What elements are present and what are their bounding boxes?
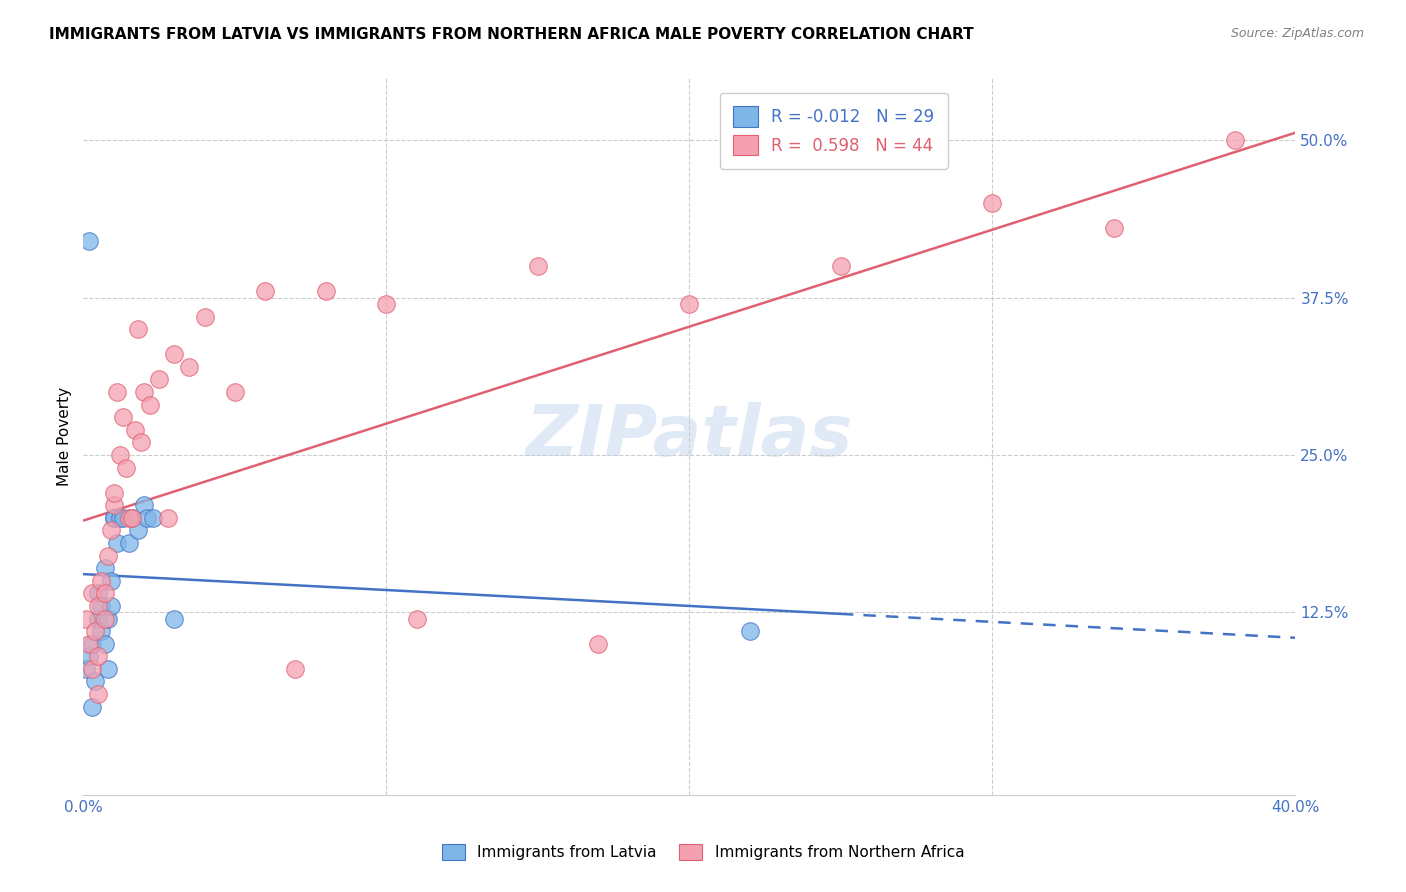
Point xyxy=(121,511,143,525)
Point xyxy=(87,586,110,600)
Point xyxy=(87,599,110,613)
Point xyxy=(284,662,307,676)
Point xyxy=(111,410,134,425)
Point xyxy=(96,549,118,563)
Point xyxy=(82,662,104,676)
Point xyxy=(103,511,125,525)
Point xyxy=(1223,133,1246,147)
Point xyxy=(121,511,143,525)
Point xyxy=(678,297,700,311)
Text: ZIPatlas: ZIPatlas xyxy=(526,401,853,471)
Point xyxy=(93,561,115,575)
Point xyxy=(79,234,101,248)
Point xyxy=(93,637,115,651)
Point xyxy=(105,384,128,399)
Point xyxy=(82,699,104,714)
Point xyxy=(224,384,246,399)
Y-axis label: Male Poverty: Male Poverty xyxy=(58,386,72,485)
Point xyxy=(84,624,107,639)
Point xyxy=(103,498,125,512)
Point xyxy=(75,662,97,676)
Point xyxy=(830,259,852,273)
Point xyxy=(163,611,186,625)
Point xyxy=(127,322,149,336)
Point xyxy=(148,372,170,386)
Point xyxy=(82,586,104,600)
Point xyxy=(193,310,215,324)
Point xyxy=(114,460,136,475)
Point xyxy=(93,611,115,625)
Point xyxy=(93,586,115,600)
Point xyxy=(96,662,118,676)
Point xyxy=(163,347,186,361)
Point xyxy=(87,611,110,625)
Point xyxy=(108,511,131,525)
Point xyxy=(375,297,398,311)
Point xyxy=(132,384,155,399)
Point xyxy=(139,398,162,412)
Point xyxy=(79,637,101,651)
Point xyxy=(132,498,155,512)
Point xyxy=(108,448,131,462)
Point xyxy=(588,637,610,651)
Point xyxy=(129,435,152,450)
Point xyxy=(87,649,110,664)
Legend: Immigrants from Latvia, Immigrants from Northern Africa: Immigrants from Latvia, Immigrants from … xyxy=(436,838,970,866)
Point xyxy=(103,511,125,525)
Text: Source: ZipAtlas.com: Source: ZipAtlas.com xyxy=(1230,27,1364,40)
Point xyxy=(79,649,101,664)
Point xyxy=(405,611,427,625)
Point xyxy=(84,674,107,689)
Point xyxy=(254,285,277,299)
Point xyxy=(1102,221,1125,235)
Point xyxy=(315,285,337,299)
Point xyxy=(127,524,149,538)
Point xyxy=(157,511,180,525)
Point xyxy=(75,611,97,625)
Point xyxy=(90,624,112,639)
Point xyxy=(100,574,122,588)
Point xyxy=(100,524,122,538)
Point xyxy=(105,536,128,550)
Point xyxy=(118,536,141,550)
Point xyxy=(527,259,550,273)
Legend: R = -0.012   N = 29, R =  0.598   N = 44: R = -0.012 N = 29, R = 0.598 N = 44 xyxy=(720,93,948,169)
Point xyxy=(179,359,201,374)
Point xyxy=(90,599,112,613)
Point xyxy=(90,574,112,588)
Point xyxy=(82,637,104,651)
Point xyxy=(100,599,122,613)
Point xyxy=(136,511,159,525)
Point xyxy=(142,511,165,525)
Point xyxy=(87,687,110,701)
Point xyxy=(118,511,141,525)
Point xyxy=(111,511,134,525)
Point xyxy=(124,423,146,437)
Point xyxy=(981,196,1004,211)
Text: IMMIGRANTS FROM LATVIA VS IMMIGRANTS FROM NORTHERN AFRICA MALE POVERTY CORRELATI: IMMIGRANTS FROM LATVIA VS IMMIGRANTS FRO… xyxy=(49,27,974,42)
Point xyxy=(96,611,118,625)
Point xyxy=(103,485,125,500)
Point xyxy=(738,624,761,639)
